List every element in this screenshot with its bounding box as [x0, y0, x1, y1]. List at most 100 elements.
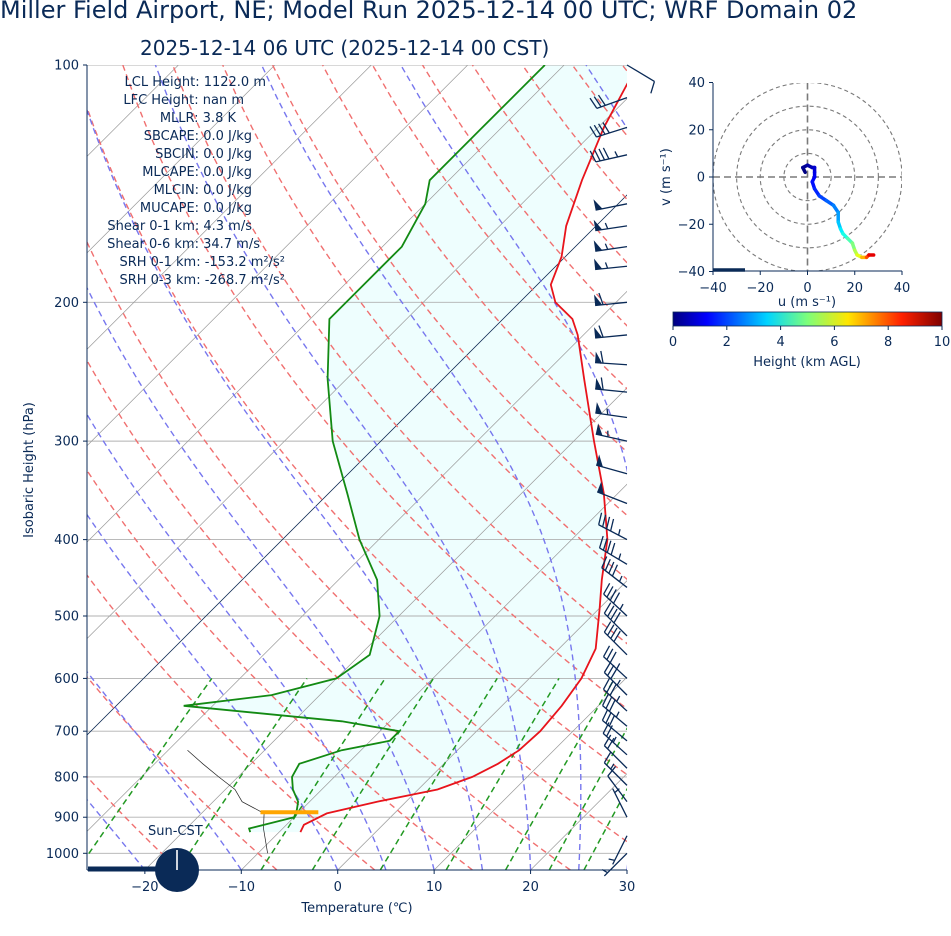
barb-half: [612, 736, 617, 743]
y-tick-label: 600: [54, 672, 79, 687]
index-shear-0-1km: Shear 0-1 km: 4.3 m/s: [107, 219, 252, 234]
barb-full: [611, 564, 618, 577]
barb-full: [650, 81, 656, 94]
dry-adiabat: [0, 65, 81, 870]
barb-staff: [607, 775, 628, 803]
wind-barb: [601, 556, 628, 588]
barb-staff: [596, 97, 628, 110]
barb-flag: [594, 294, 603, 306]
barb-full: [598, 148, 606, 161]
wind-barb: [602, 678, 628, 712]
dry-adiabat: [872, 65, 951, 870]
barb-flag: [593, 199, 603, 211]
barb-staff: [603, 631, 628, 656]
barb-staff: [603, 672, 628, 696]
wind-barb: [603, 621, 628, 656]
barb-full: [598, 292, 604, 305]
barb-full: [589, 97, 598, 109]
wind-barb: [595, 423, 628, 442]
barb-flag: [595, 402, 603, 414]
dry-adiabat: [672, 65, 951, 870]
temperature-line: [299, 82, 627, 833]
barb-half: [601, 869, 608, 874]
index-lfc-height: LFC Height: nan m: [123, 93, 244, 108]
barb-staff: [612, 788, 628, 818]
barb-full: [612, 592, 621, 604]
moist-adiabat: [260, 65, 582, 870]
barb-full: [605, 697, 613, 709]
barb-half: [617, 529, 621, 536]
y-tick-label: 500: [54, 609, 79, 624]
dry-adiabat: [321, 65, 627, 453]
x-tick-label: 0: [334, 880, 342, 895]
y-axis-label: Isobaric Height (hPa): [22, 402, 37, 538]
x-tick-label: 20: [522, 880, 539, 895]
barb-full: [603, 661, 612, 673]
barb-staff: [595, 246, 628, 252]
barb-full: [607, 766, 617, 777]
hodograph-y-tick-label: 20: [688, 123, 705, 138]
hodograph-x-tick-label: 0: [803, 281, 811, 296]
x-tick-label: 10: [426, 880, 443, 895]
barb-full: [609, 518, 615, 532]
y-tick-label: 400: [54, 533, 79, 548]
barb-full: [593, 96, 602, 108]
dry-adiabat: [722, 65, 951, 870]
barb-full: [601, 556, 608, 569]
barb-full: [610, 627, 618, 639]
barb-flag: [595, 423, 603, 436]
wind-barb: [607, 766, 628, 803]
index-sbcin: SBCIN: 0.0 J/kg: [155, 147, 252, 162]
barb-full: [613, 630, 621, 643]
index-mlcape: MLCAPE: 0.0 J/kg: [142, 165, 252, 180]
wind-barb: [595, 350, 628, 366]
isotherms: [87, 65, 951, 870]
barb-half: [604, 243, 609, 250]
wind-barb: [594, 292, 628, 307]
barb-full: [606, 605, 615, 617]
wind-barb: [596, 481, 628, 505]
hodograph-y-tick-label: −20: [678, 218, 705, 233]
cape-area: [183, 65, 627, 833]
wind-barb: [602, 722, 628, 756]
barb-staff: [595, 203, 628, 211]
barb-staff: [602, 719, 628, 742]
wind-barb: [603, 582, 628, 617]
barb-full: [602, 645, 611, 657]
wind-barb: [596, 454, 628, 475]
x-tick-label: 30: [619, 880, 636, 895]
barb-full: [608, 714, 616, 727]
barb-full: [598, 535, 604, 549]
barb-full: [598, 123, 606, 135]
barb-full: [601, 694, 609, 706]
barb-full: [601, 708, 609, 721]
index-sbcape: SBCAPE: 0.0 J/kg: [144, 129, 252, 144]
barb-full: [602, 122, 610, 134]
barb-half: [606, 408, 609, 415]
dewpoint-line: [183, 65, 546, 833]
colorbar-gradient: [672, 311, 943, 327]
isotherm-line: [87, 98, 627, 640]
mixing-ratio-line: [583, 787, 627, 870]
barb-full: [600, 350, 604, 364]
cape-shading: [183, 65, 627, 833]
x-tick-label: −20: [131, 880, 158, 895]
indices-panel: LCL Height: 1122.0 m LFC Height: nan m M…: [107, 75, 285, 288]
isotherm-line: [723, 65, 951, 870]
barb-flag: [593, 219, 603, 231]
wind-barb: [593, 219, 628, 232]
barb-full: [589, 126, 598, 138]
wind-barb: [603, 661, 628, 696]
index-mllr: MLLR: 3.8 K: [160, 111, 237, 126]
dry-adiabat: [87, 240, 627, 843]
sun-label: Sun-CST: [148, 824, 203, 839]
barb-full: [606, 624, 615, 636]
y-tick-label: 800: [54, 770, 79, 785]
barb-full: [608, 700, 616, 712]
barb-half: [604, 222, 609, 230]
colorbar-tick-label: 10: [934, 335, 951, 350]
barb-flag: [596, 454, 603, 468]
barb-half: [618, 553, 622, 560]
dry-adiabat: [571, 65, 627, 137]
wind-barb: [589, 147, 628, 163]
